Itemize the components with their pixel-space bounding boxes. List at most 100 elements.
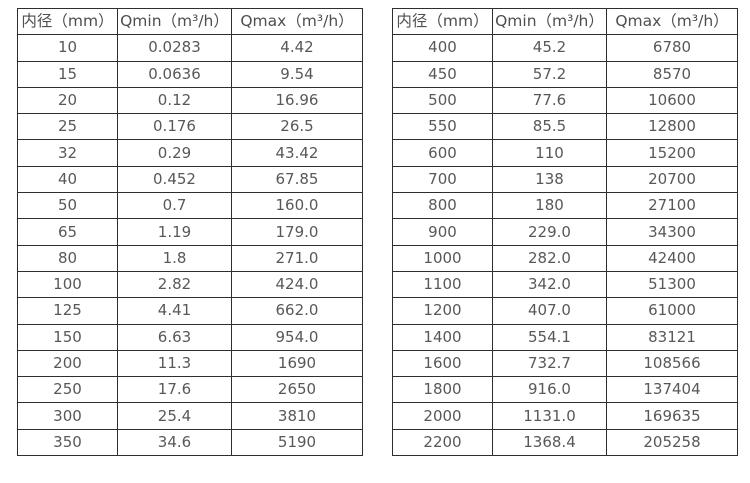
table-cell: 34.6 [117,428,232,457]
table-row: 1000 282.0 42400 [392,244,738,272]
table-cell: 800 [392,192,493,220]
table-row: 125 4.41 662.0 [17,297,363,325]
table-cell: 179.0 [231,218,363,246]
column-header: Qmin（m³/h） [492,7,607,36]
tables-container: 内径（mm） Qmin（m³/h） Qmax（m³/h） 10 0.0283 4.42 15… [17,7,738,457]
table-cell: 40 [17,165,118,194]
table-cell: 67.85 [231,165,363,194]
table-cell: 200 [17,349,118,378]
table-row: 150 6.63 954.0 [17,323,363,351]
table-cell: 12800 [606,113,738,141]
table-cell: 85.5 [492,113,607,141]
table-row: 350 34.6 5190 [17,428,363,457]
table-cell: 1600 [392,349,493,378]
table-cell: 11.3 [117,349,232,378]
table-row: 600 110 15200 [392,139,738,167]
table-cell: 20 [17,86,118,115]
table-cell: 25.4 [117,402,232,430]
table-cell: 65 [17,218,118,246]
table-cell: 1400 [392,323,493,351]
table-cell: 100 [17,270,118,299]
table-row: 2200 1368.4 205258 [392,428,738,457]
table-cell: 4.42 [231,34,363,62]
table-row: 550 85.5 12800 [392,113,738,141]
table-cell: 1200 [392,297,493,325]
table-cell: 77.6 [492,86,607,115]
table-cell: 20700 [606,165,738,194]
table-row: 40 0.452 67.85 [17,165,363,194]
table-cell: 662.0 [231,297,363,325]
table-cell: 8570 [606,60,738,88]
table-cell: 125 [17,297,118,325]
table-row: 200 11.3 1690 [17,349,363,378]
table-cell: 27100 [606,192,738,220]
table-cell: 10600 [606,86,738,115]
table-cell: 9.54 [231,60,363,88]
table-cell: 0.7 [117,192,232,220]
table-cell: 0.0283 [117,34,232,62]
table-cell: 550 [392,113,493,141]
table-cell: 16.96 [231,86,363,115]
header-row: 内径（mm） Qmin（m³/h） Qmax（m³/h） [392,7,738,36]
table-cell: 732.7 [492,349,607,378]
table-cell: 350 [17,428,118,457]
table-cell: 1100 [392,270,493,299]
table-cell: 10 [17,34,118,62]
table-cell: 42400 [606,244,738,272]
table-row: 10 0.0283 4.42 [17,34,363,62]
table-row: 1600 732.7 108566 [392,349,738,378]
table-cell: 1368.4 [492,428,607,457]
table-cell: 2000 [392,402,493,430]
table-cell: 17.6 [117,376,232,404]
table-cell: 342.0 [492,270,607,299]
table-row: 65 1.19 179.0 [17,218,363,246]
table-cell: 180 [492,192,607,220]
table-cell: 250 [17,376,118,404]
table-cell: 0.29 [117,139,232,167]
table-cell: 4.41 [117,297,232,325]
table-cell: 2650 [231,376,363,404]
table-row: 1400 554.1 83121 [392,323,738,351]
table-cell: 600 [392,139,493,167]
table-cell: 400 [392,34,493,62]
table-row: 2000 1131.0 169635 [392,402,738,430]
table-cell: 282.0 [492,244,607,272]
table-cell: 1800 [392,376,493,404]
table-cell: 110 [492,139,607,167]
table-row: 400 45.2 6780 [392,34,738,62]
table-cell: 25 [17,113,118,141]
table-cell: 32 [17,139,118,167]
flow-table-right: 内径（mm） Qmin（m³/h） Qmax（m³/h） 400 45.2 6780 450… [392,7,738,457]
table-cell: 229.0 [492,218,607,246]
table-cell: 57.2 [492,60,607,88]
header-row: 内径（mm） Qmin（m³/h） Qmax（m³/h） [17,7,363,36]
table-row: 800 180 27100 [392,192,738,220]
table-row: 32 0.29 43.42 [17,139,363,167]
table-cell: 424.0 [231,270,363,299]
table-cell: 1.8 [117,244,232,272]
table-row: 1100 342.0 51300 [392,270,738,299]
table-row: 500 77.6 10600 [392,86,738,115]
table-row: 80 1.8 271.0 [17,244,363,272]
table-cell: 5190 [231,428,363,457]
table-cell: 80 [17,244,118,272]
table-cell: 50 [17,192,118,220]
table-cell: 34300 [606,218,738,246]
table-cell: 450 [392,60,493,88]
table-cell: 43.42 [231,139,363,167]
table-row: 100 2.82 424.0 [17,270,363,299]
column-header: 内径（mm） [17,7,118,36]
table-row: 250 17.6 2650 [17,376,363,404]
table-row: 450 57.2 8570 [392,60,738,88]
table-cell: 137404 [606,376,738,404]
table-row: 50 0.7 160.0 [17,192,363,220]
flow-table-left: 内径（mm） Qmin（m³/h） Qmax（m³/h） 10 0.0283 4.42 15… [17,7,363,457]
table-cell: 1131.0 [492,402,607,430]
table-cell: 300 [17,402,118,430]
table-row: 1800 916.0 137404 [392,376,738,404]
table-row: 1200 407.0 61000 [392,297,738,325]
table-cell: 160.0 [231,192,363,220]
column-header: Qmax（m³/h） [606,7,738,36]
table-cell: 15200 [606,139,738,167]
table-row: 20 0.12 16.96 [17,86,363,115]
